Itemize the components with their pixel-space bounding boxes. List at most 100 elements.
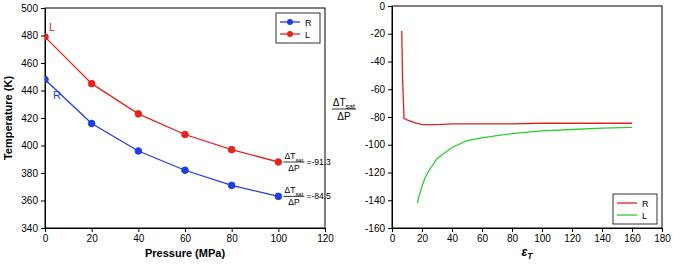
- tick-label: -60: [371, 84, 386, 95]
- tick-group: 340: [21, 223, 45, 234]
- tick: [512, 228, 513, 232]
- tick: [388, 228, 392, 229]
- legend: RL: [613, 194, 657, 224]
- tick-group: 80: [227, 228, 239, 244]
- tick-label: 80: [507, 233, 519, 244]
- tick-group: 40: [133, 228, 145, 244]
- series-line: [45, 80, 278, 197]
- point: [45, 34, 48, 41]
- legend: RL: [276, 13, 320, 43]
- tick-label: 120: [564, 233, 581, 244]
- x-axis-title-sub: T: [527, 251, 533, 261]
- tick-group: 120: [317, 228, 334, 244]
- tick-group: -80: [371, 112, 392, 123]
- tick-label: 160: [624, 233, 641, 244]
- point: [275, 193, 282, 200]
- axis: 020406080100120140160180: [390, 228, 672, 244]
- tick-label: -140: [365, 195, 385, 206]
- tick-group: 100: [270, 228, 287, 244]
- tick-label: 20: [87, 233, 99, 244]
- axis: -160-140-120-100-80-60-40-200: [365, 1, 393, 234]
- series-line: [418, 127, 633, 203]
- axis-line: [45, 9, 46, 229]
- tick-label: 80: [227, 233, 239, 244]
- fraction-numerator: ΔTsat: [285, 151, 304, 163]
- tick: [325, 228, 326, 232]
- tick-group: 160: [624, 228, 641, 244]
- point: [135, 148, 142, 155]
- tick: [388, 34, 392, 35]
- tick: [41, 201, 45, 202]
- tick: [388, 117, 392, 118]
- chart: 0204060801001203403603804004204404604805…: [2, 3, 334, 259]
- tick: [41, 91, 45, 92]
- tick-group: 440: [21, 85, 45, 96]
- tick-group: 80: [507, 228, 519, 244]
- tick-label: 60: [477, 233, 489, 244]
- tick: [602, 228, 603, 232]
- legend-label: L: [305, 30, 310, 40]
- tick: [452, 228, 453, 232]
- tick-group: 0: [390, 228, 396, 244]
- fraction: ΔTsatΔP: [332, 97, 356, 122]
- point: [228, 146, 235, 153]
- tick-label: 120: [317, 233, 334, 244]
- legend-label: R: [305, 18, 312, 28]
- fraction-numerator: ΔTsat: [285, 185, 304, 197]
- tick-group: 420: [21, 113, 45, 124]
- tick-group: -140: [365, 195, 392, 206]
- fraction: ΔTsatΔP=-84.5: [283, 185, 331, 207]
- y-axis-title: Temperature (K): [2, 76, 14, 160]
- numerator-main: ΔT: [285, 185, 296, 195]
- tick: [388, 200, 392, 201]
- tick: [388, 89, 392, 90]
- fraction-denominator: ΔP: [337, 111, 351, 122]
- plot-frame: [45, 8, 325, 228]
- tick: [388, 62, 392, 63]
- axis: 340360380400420440460480500: [21, 3, 45, 234]
- tick-label: 480: [21, 30, 38, 41]
- tick-group: 40: [447, 228, 459, 244]
- tick: [632, 228, 633, 232]
- tick-label: 340: [21, 223, 38, 234]
- plot-area: [402, 31, 632, 203]
- x-axis-title: Pressure (MPa): [145, 247, 225, 259]
- numerator-main: ΔT: [285, 151, 296, 161]
- point: [135, 111, 142, 118]
- tick: [41, 63, 45, 64]
- plot-area: [45, 34, 282, 200]
- fraction-bar: [283, 196, 304, 197]
- tick: [45, 228, 46, 232]
- fraction-denominator: ΔP: [288, 197, 300, 207]
- tick-group: 380: [21, 168, 45, 179]
- axis-line: [393, 228, 663, 229]
- x-axis-title: εT: [522, 245, 534, 261]
- tick-label: 100: [270, 233, 287, 244]
- legend-box: [276, 13, 320, 43]
- legend-box: [613, 194, 657, 224]
- tick-group: 120: [564, 228, 581, 244]
- tick: [388, 145, 392, 146]
- fraction: ΔTsatΔP=-91.3: [283, 151, 331, 173]
- tick-group: 0: [43, 228, 49, 244]
- tick-group: -20: [371, 28, 392, 39]
- figure: 0204060801001203403603804004204404604805…: [0, 0, 690, 265]
- series-line: [45, 37, 278, 162]
- point: [182, 167, 189, 174]
- chart: 020406080100120140160180-160-140-120-100…: [332, 1, 671, 261]
- legend-marker: [287, 19, 293, 25]
- tick: [542, 228, 543, 232]
- tick-label: 380: [21, 168, 38, 179]
- tick-label: -160: [365, 223, 385, 234]
- tick: [422, 228, 423, 232]
- tick-label: -120: [365, 167, 385, 178]
- tick-label: 420: [21, 113, 38, 124]
- point: [182, 131, 189, 138]
- tick-label: 0: [379, 1, 385, 12]
- tick-group: -160: [365, 223, 392, 234]
- tick-group: 60: [477, 228, 489, 244]
- tick: [41, 118, 45, 119]
- tick: [278, 228, 279, 232]
- series-label: R: [53, 89, 61, 101]
- tick-group: -100: [365, 139, 392, 150]
